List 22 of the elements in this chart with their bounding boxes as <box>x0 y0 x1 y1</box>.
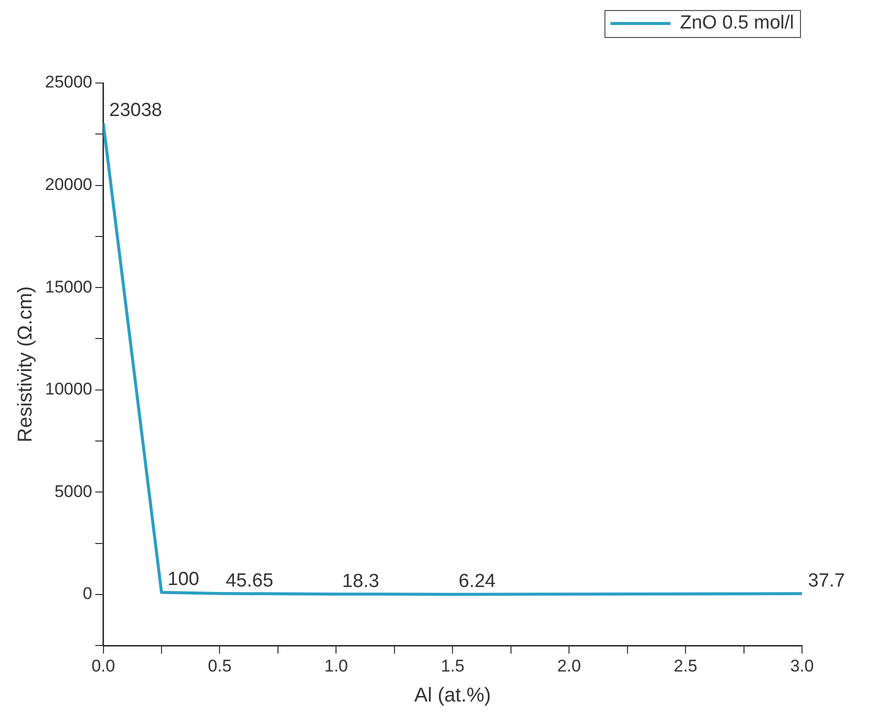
data-label: 18.3 <box>342 570 380 592</box>
data-label: 100 <box>168 569 200 590</box>
x-tick-label: 0.5 <box>208 656 232 676</box>
data-label: 6.24 <box>458 571 496 592</box>
y-tick-label: 10000 <box>44 380 92 399</box>
legend-label: ZnO 0.5 mol/l <box>680 12 794 34</box>
y-tick-label: 0 <box>82 584 92 604</box>
data-label: 37.7 <box>808 570 845 592</box>
y-tick-label: 20000 <box>44 174 92 194</box>
data-label: 45.65 <box>226 570 274 592</box>
x-axis-title: Al (at.%) <box>414 684 491 707</box>
data-label: 23038 <box>109 100 162 121</box>
y-tick-label: 5000 <box>54 482 92 501</box>
x-tick-label: 1.5 <box>440 656 464 676</box>
y-tick-label: 25000 <box>44 72 92 92</box>
y-axis-title: Resistivity (Ω.cm) <box>14 286 37 442</box>
x-tick-label: 3.0 <box>790 656 814 676</box>
x-tick-label: 2.0 <box>557 656 581 676</box>
x-tick-label: 1.0 <box>324 656 348 676</box>
x-tick-label: 0.0 <box>91 656 116 676</box>
y-tick-label: 15000 <box>44 277 92 296</box>
x-tick-label: 2.5 <box>674 656 698 676</box>
